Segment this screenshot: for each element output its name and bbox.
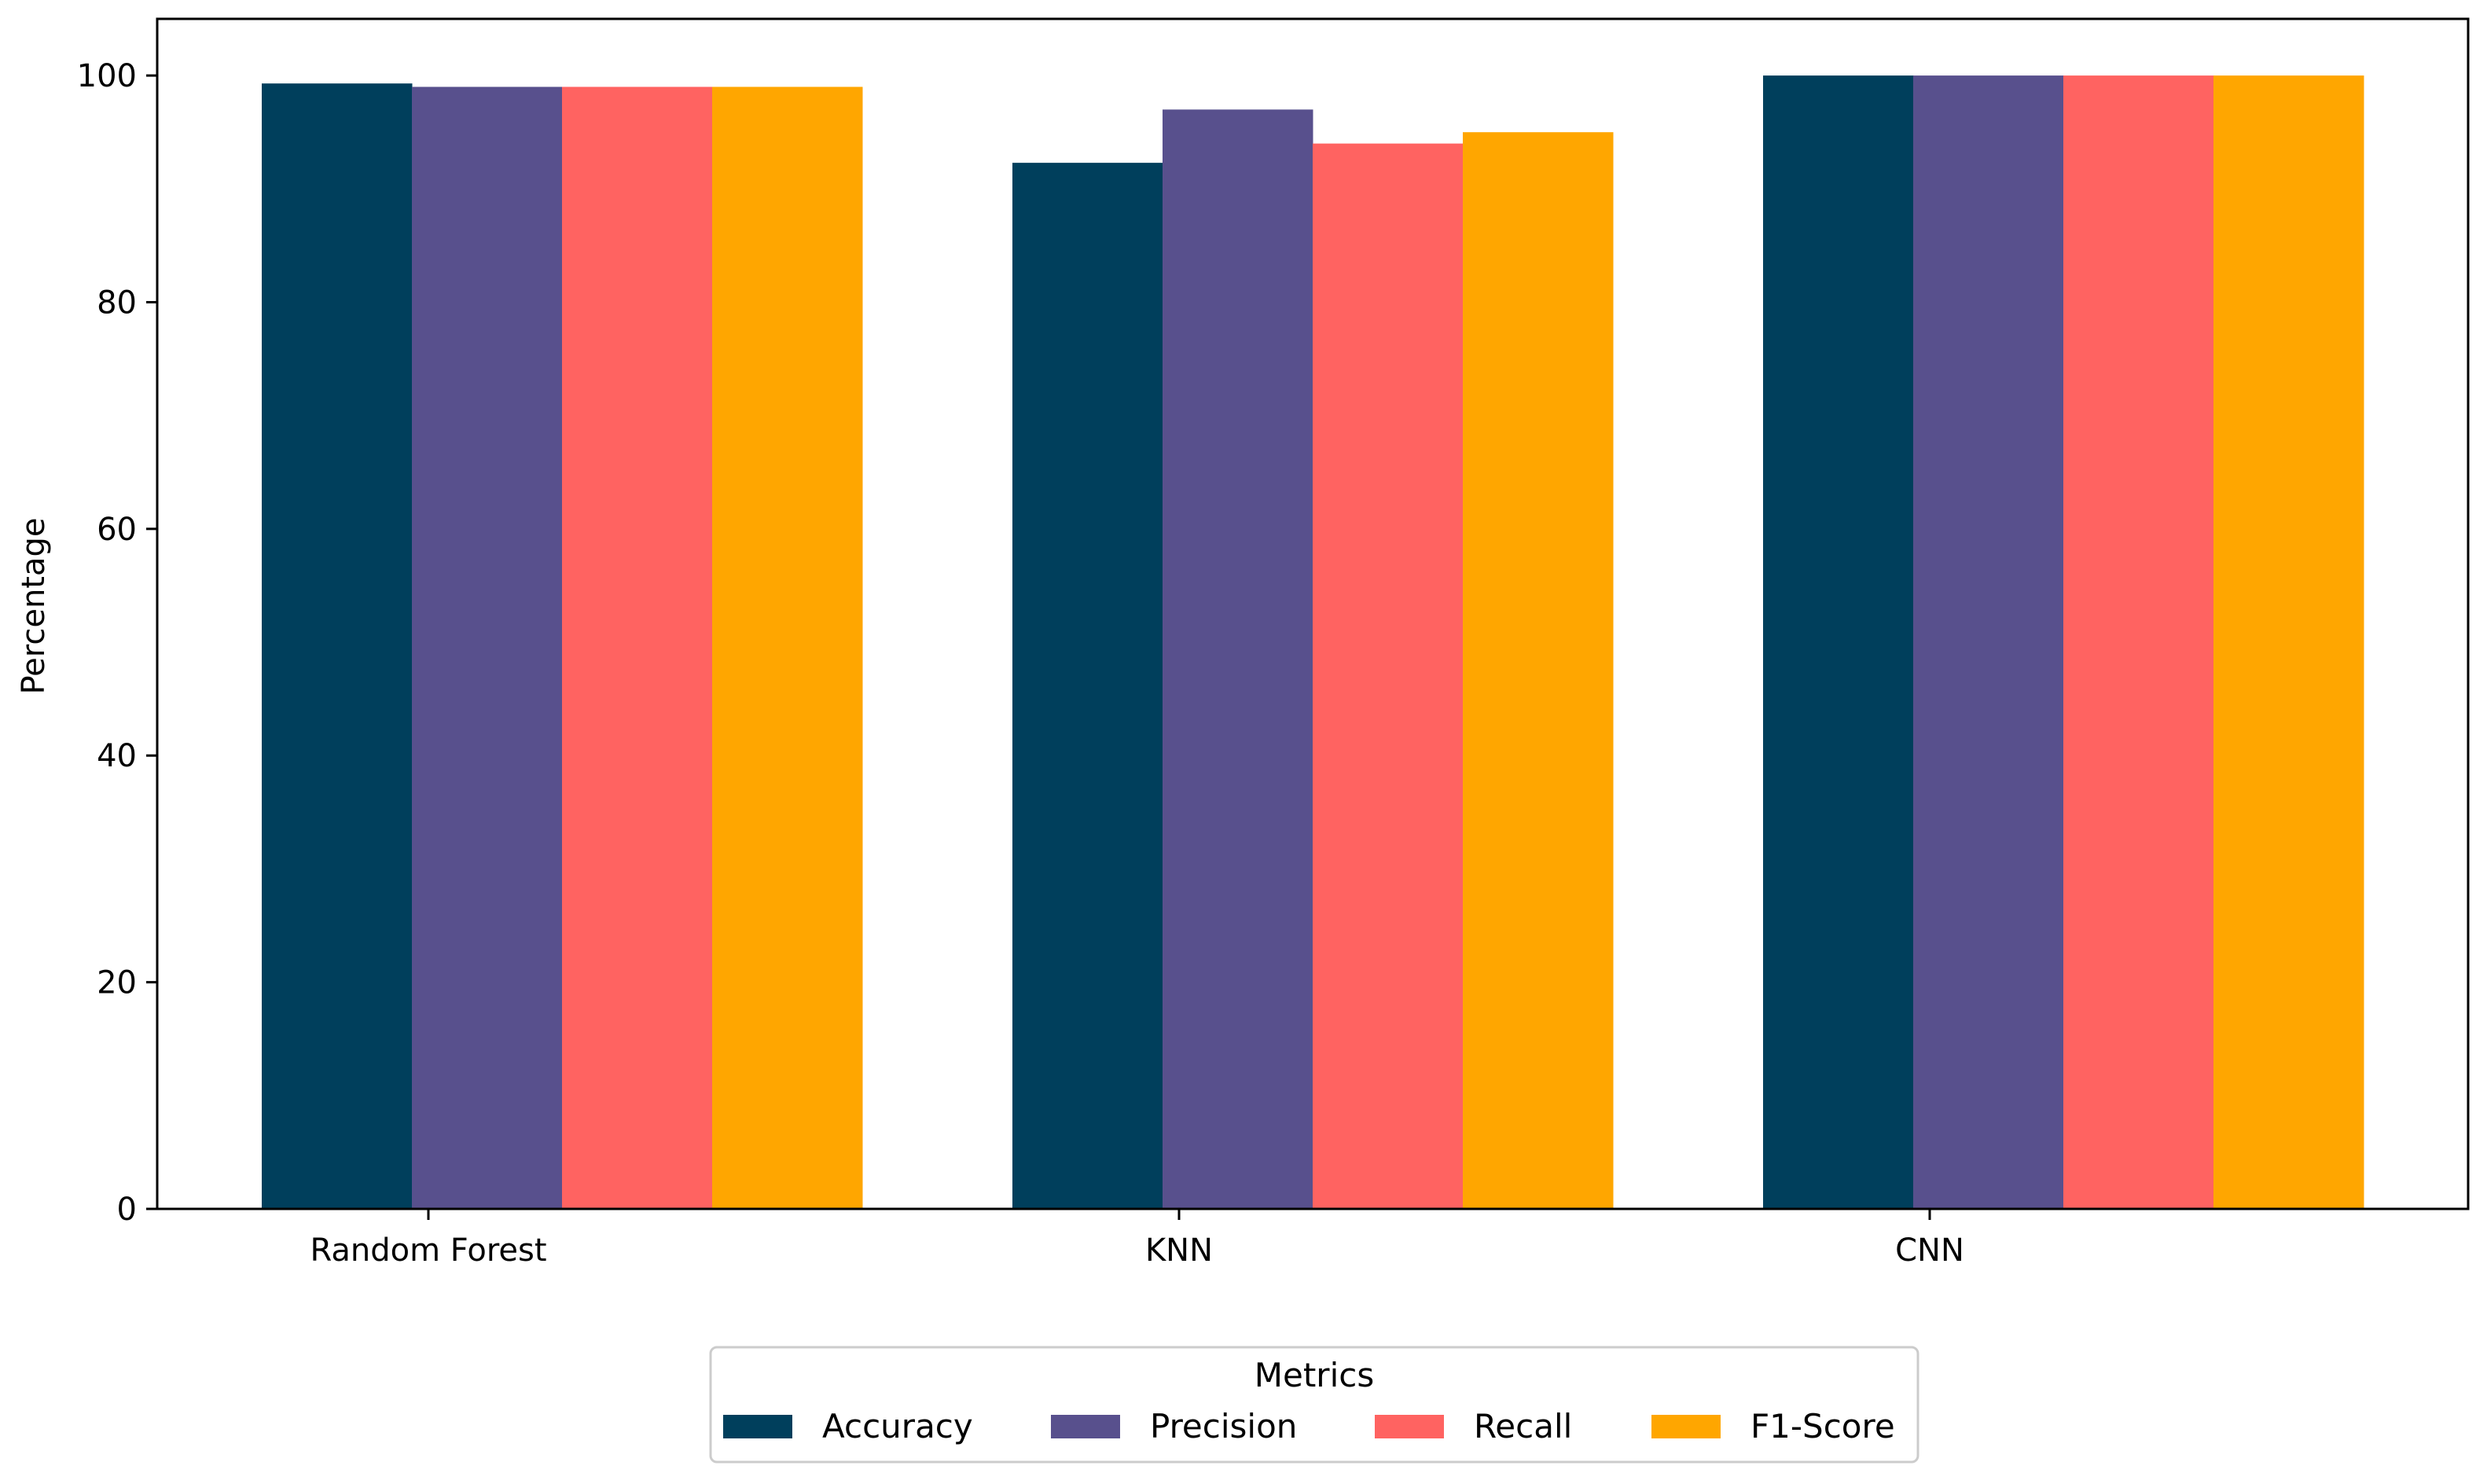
- y-tick-label: 0: [117, 1192, 137, 1228]
- x-tick-label: CNN: [1895, 1232, 1964, 1269]
- legend-swatch-f1-score: [1651, 1415, 1721, 1438]
- legend-swatch-accuracy: [723, 1415, 792, 1438]
- legend-swatch-recall: [1375, 1415, 1444, 1438]
- y-tick-label: 20: [97, 965, 137, 1001]
- bar-precision-random-forest: [412, 86, 563, 1209]
- legend-label-f1-score: F1-Score: [1750, 1407, 1895, 1445]
- bar-precision-knn: [1163, 109, 1313, 1209]
- legend-label-precision: Precision: [1150, 1407, 1297, 1445]
- legend: Metrics Accuracy Precision Recall F1-Score: [709, 1346, 1919, 1464]
- bar-f1-score-cnn: [2213, 75, 2364, 1210]
- bar-recall-knn: [1313, 143, 1464, 1210]
- y-tick-label: 60: [97, 512, 137, 548]
- bar-recall-cnn: [2063, 75, 2214, 1210]
- bar-f1-score-knn: [1463, 132, 1614, 1210]
- bar-accuracy-cnn: [1763, 75, 1914, 1210]
- legend-swatch-precision: [1051, 1415, 1120, 1438]
- bar-accuracy-random-forest: [262, 83, 413, 1209]
- bar-accuracy-knn: [1012, 163, 1163, 1209]
- legend-title: Metrics: [1255, 1356, 1374, 1394]
- x-tick-label: KNN: [1145, 1232, 1213, 1269]
- y-tick-label: 80: [97, 285, 137, 321]
- bar-f1-score-random-forest: [712, 86, 863, 1209]
- legend-label-recall: Recall: [1474, 1407, 1572, 1445]
- bar-precision-cnn: [1913, 75, 2064, 1210]
- y-axis: 0 20 40 60 80 100: [77, 58, 157, 1228]
- x-axis: Random Forest KNN CNN: [310, 1209, 1964, 1269]
- x-tick-label: Random Forest: [310, 1232, 546, 1269]
- legend-box: [709, 1346, 1919, 1464]
- bar-recall-random-forest: [562, 86, 713, 1209]
- y-tick-label: 100: [77, 58, 137, 94]
- y-axis-label: Percentage: [16, 517, 52, 694]
- y-tick-label: 40: [97, 738, 137, 774]
- legend-label-accuracy: Accuracy: [822, 1407, 973, 1445]
- legend-entries: Accuracy Precision Recall F1-Score: [723, 1407, 1895, 1445]
- plot-frame: [156, 17, 2470, 1210]
- bars-layer: [262, 75, 2364, 1210]
